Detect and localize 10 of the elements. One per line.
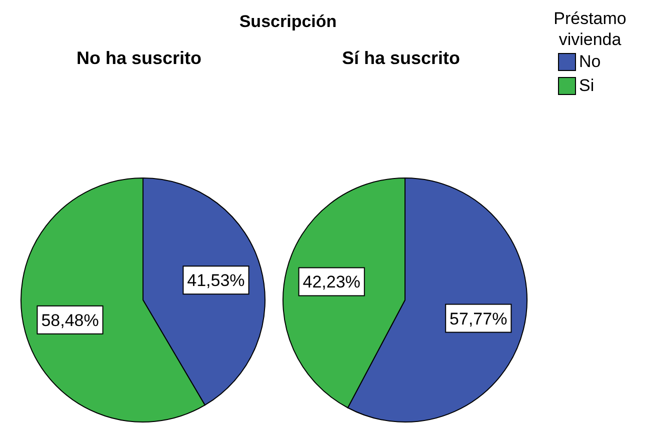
- data-label: 41,53%: [187, 271, 245, 290]
- legend-label: Si: [579, 76, 594, 96]
- data-label: 42,23%: [302, 272, 360, 292]
- data-label: 57,77%: [450, 309, 508, 328]
- chart-title: Suscripción: [238, 12, 338, 32]
- legend-title: Préstamo vivienda: [552, 8, 628, 50]
- data-label: 58,48%: [41, 310, 99, 330]
- chart-subtitle: No ha suscrito: [75, 48, 203, 69]
- legend-label: No: [579, 52, 601, 72]
- chart-subtitle: Sí ha suscrito: [340, 48, 462, 69]
